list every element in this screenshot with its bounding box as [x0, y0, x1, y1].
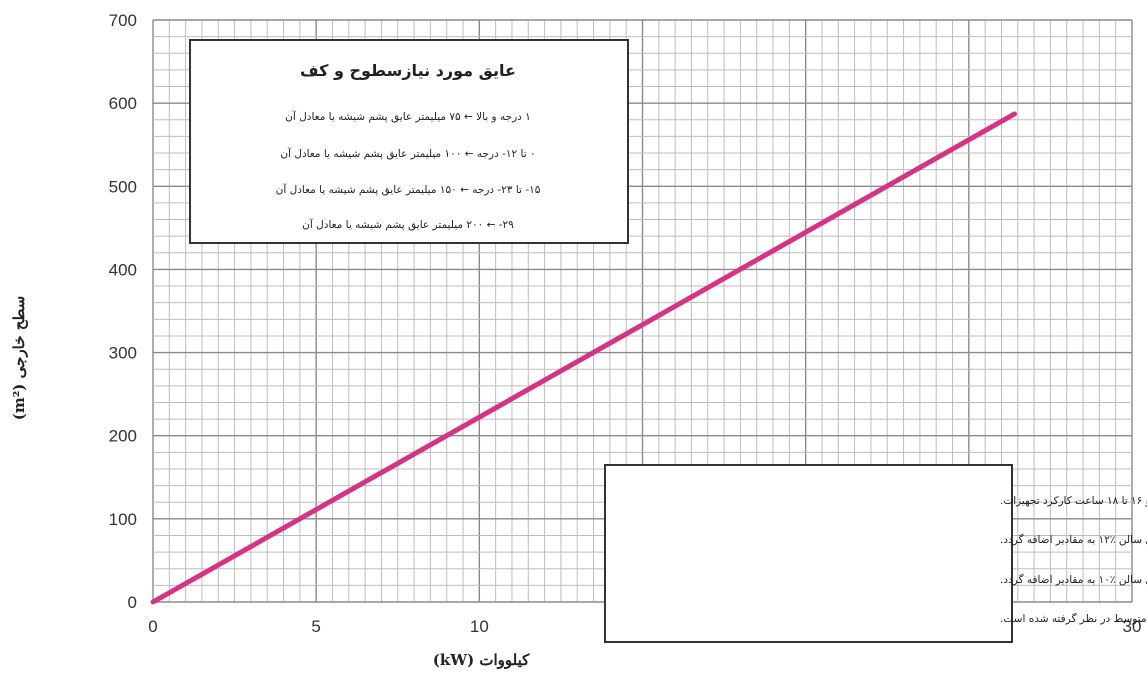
notes-box: منحنی بر اساس ۳۲ درجه دمای محیط و ۱۶ تا …	[604, 464, 1147, 643]
x-tick-label: 0	[148, 617, 157, 636]
insulation-legend-box: عایق مورد نیازسطوح و کف ۱ درجه و بالا ← …	[189, 39, 629, 244]
note-row: بار سرویس برای سردخانه متوسط در نظر گرفت…	[1000, 612, 1147, 625]
insulation-legend-row: ۲۹- ← ۲۰۰ میلیمتر عایق پشم شیشه یا معادل…	[302, 218, 514, 231]
y-tick-label: 300	[109, 344, 137, 363]
x-tick-label: 5	[311, 617, 320, 636]
y-tick-label: 100	[109, 510, 137, 529]
x-tick-label: 30	[1123, 617, 1142, 636]
series-line	[150, 111, 1018, 605]
note-row: برای ۳۸ درجه دمای محیط و ۲۹- درجه دمای س…	[1000, 573, 1147, 586]
y-tick-label: 600	[109, 94, 137, 113]
insulation-legend-title: عایق مورد نیازسطوح و کف	[300, 61, 516, 80]
x-tick-label: 10	[470, 617, 489, 636]
y-tick-label: 200	[109, 427, 137, 446]
y-tick-label: 400	[109, 260, 137, 279]
insulation-legend-row: ۱ درجه و بالا ← ۷۵ میلیمتر عایق پشم شیشه…	[285, 110, 531, 123]
insulation-legend-row: ۱۵- تا ۲۳- درجه ← ۱۵۰ میلیمتر عایق پشم ش…	[276, 183, 541, 196]
insulation-legend-row: ۰ تا ۱۲- درجه ← ۱۰۰ میلیمتر عایق پشم شیش…	[280, 147, 535, 160]
y-tick-label: 700	[109, 11, 137, 30]
x-axis-title: كيلووات (kW)	[433, 651, 530, 669]
y-tick-label: 0	[128, 593, 137, 612]
note-row: منحنی بر اساس ۳۲ درجه دمای محیط و ۱۶ تا …	[1000, 495, 1147, 507]
series-layer	[150, 111, 1018, 605]
y-tick-label: 500	[109, 177, 137, 196]
note-row: برای ۳۸ درجه دمای محیط و ۱٫۶ درجه دمای س…	[1000, 533, 1147, 546]
y-axis-title: سطح خارجی (m²)	[10, 296, 28, 421]
